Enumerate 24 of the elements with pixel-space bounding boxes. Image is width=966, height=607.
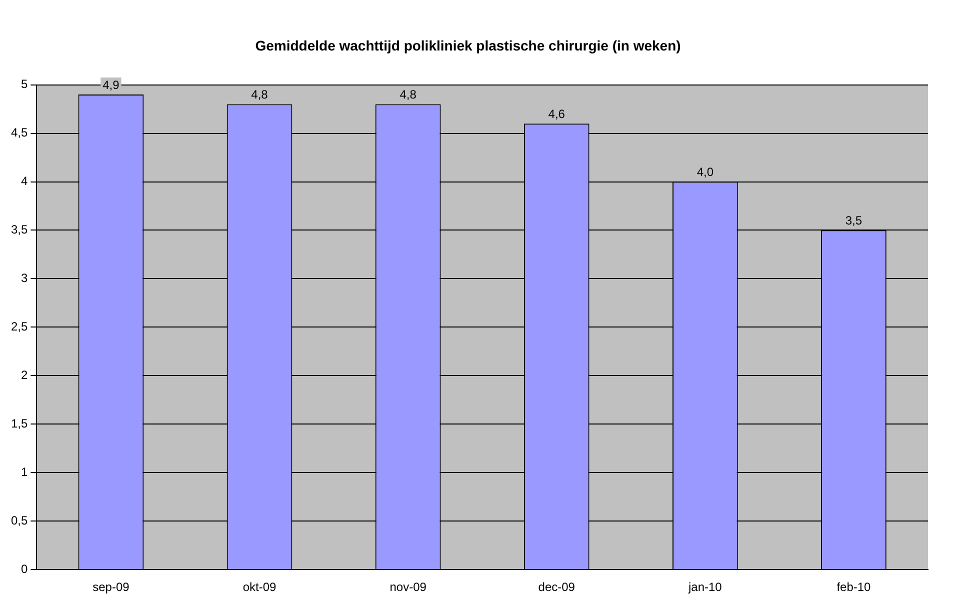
data-label: 4,0 — [696, 165, 714, 180]
y-tick-label: 4,5 — [10, 126, 28, 140]
y-tick-label: 3,5 — [10, 222, 28, 237]
y-tick-label: 3 — [20, 271, 28, 286]
y-tick-label: 2 — [20, 368, 28, 382]
data-label: 4,8 — [251, 88, 268, 102]
data-label: 4,6 — [548, 106, 566, 121]
x-tick-label: dec-09 — [538, 580, 576, 594]
y-tick-label: 1,5 — [10, 416, 28, 430]
data-label: 4,8 — [400, 88, 417, 102]
x-tick-label: nov-09 — [390, 580, 427, 594]
x-tick-label: jan-10 — [687, 580, 722, 594]
y-tick-label: 2,5 — [10, 320, 28, 334]
data-label: 3,5 — [845, 214, 862, 228]
y-tick-label: 0 — [20, 562, 28, 576]
y-tick-label: 4 — [20, 174, 28, 188]
x-tick-label: okt-09 — [242, 580, 277, 594]
chart-title: Gemiddelde wachttijd polikliniek plastische chirurgie (in weken) — [255, 37, 681, 54]
y-tick-label: 1 — [20, 464, 28, 479]
data-label: 4,9 — [102, 78, 120, 92]
x-tick-label: feb-10 — [836, 580, 872, 594]
y-tick-label: 5 — [20, 77, 28, 92]
y-tick-label: 0,5 — [10, 513, 28, 528]
x-tick-label: sep-09 — [92, 580, 130, 594]
